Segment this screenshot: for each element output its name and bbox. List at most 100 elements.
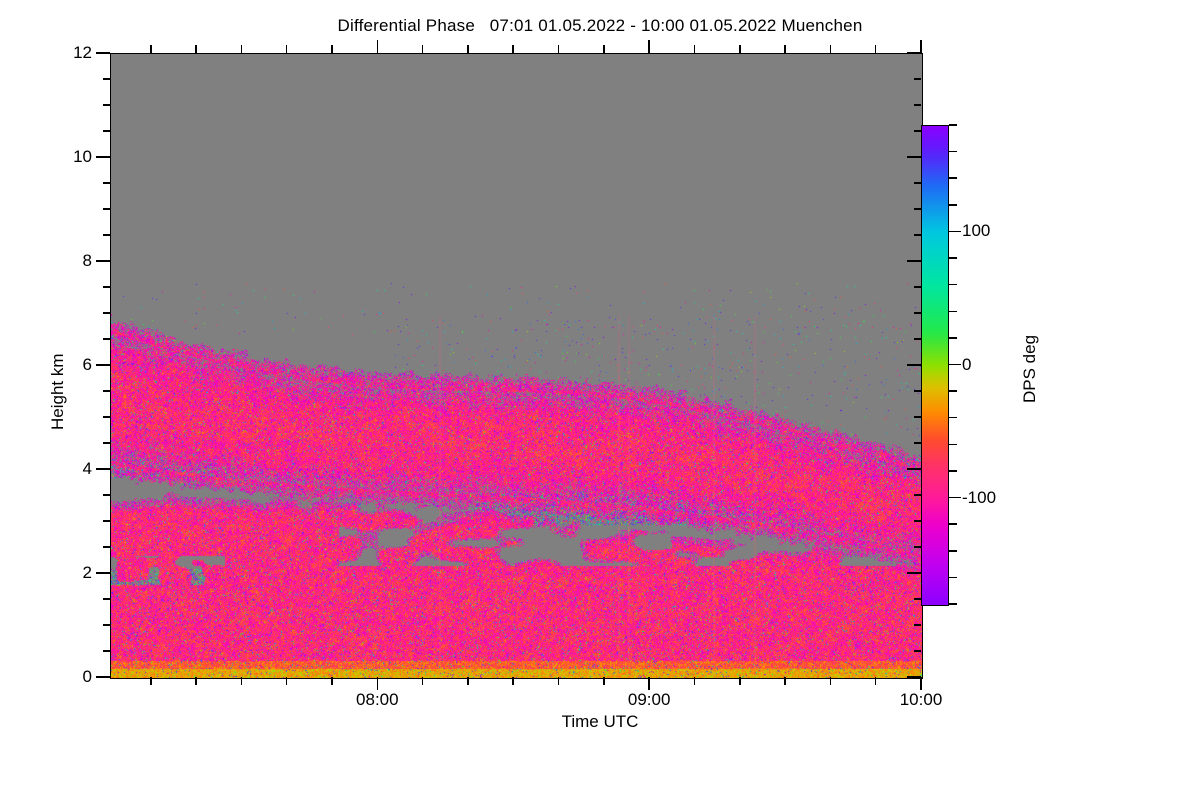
y-tick-right xyxy=(914,104,921,106)
colorbar-tick xyxy=(949,337,957,339)
x-tick-minor xyxy=(874,677,877,685)
y-tick-right xyxy=(907,52,921,54)
y-tick-right xyxy=(914,442,921,444)
y-tick-minor xyxy=(103,130,110,132)
y-tick-right xyxy=(914,286,921,288)
x-tick-top xyxy=(874,45,877,53)
y-tick-right xyxy=(914,130,921,132)
x-tick-top xyxy=(421,45,424,53)
x-tick-top xyxy=(739,45,741,53)
x-tick-minor xyxy=(195,677,197,685)
x-tick-top xyxy=(512,45,514,53)
y-tick-major xyxy=(96,676,110,678)
colorbar-tick xyxy=(949,150,957,153)
colorbar xyxy=(921,125,949,606)
x-tick-major xyxy=(920,677,922,690)
x-tick-top xyxy=(784,45,786,53)
y-tick-right xyxy=(907,156,921,158)
y-tick-label: 4 xyxy=(82,459,92,478)
colorbar-tick xyxy=(949,576,957,579)
y-tick-right xyxy=(914,208,921,210)
x-tick-top xyxy=(693,45,696,53)
colorbar-tick xyxy=(949,496,961,499)
x-tick-label: 08:00 xyxy=(356,690,399,709)
x-tick-minor xyxy=(331,677,333,685)
x-tick-top xyxy=(603,45,605,53)
y-tick-label: 6 xyxy=(82,355,92,374)
y-tick-label: 10 xyxy=(73,147,92,166)
heatmap-canvas xyxy=(111,54,922,678)
chart-title: Differential Phase 07:01 01.05.2022 - 10… xyxy=(337,16,863,35)
x-tick-minor xyxy=(603,677,605,685)
y-tick-right xyxy=(914,416,921,418)
x-axis-title: Time UTC xyxy=(561,712,639,731)
y-tick-right xyxy=(907,468,921,470)
colorbar-tick xyxy=(949,603,957,605)
y-tick-major xyxy=(96,468,110,470)
colorbar-tick xyxy=(949,230,961,233)
y-tick-minor xyxy=(103,650,110,652)
x-tick-top xyxy=(920,40,922,53)
y-tick-right xyxy=(914,312,921,314)
x-tick-top xyxy=(285,45,288,53)
colorbar-tick xyxy=(949,416,957,419)
y-tick-right xyxy=(914,624,921,626)
colorbar-tick-label: -100 xyxy=(962,487,997,507)
y-tick-minor xyxy=(103,234,110,236)
x-tick-top xyxy=(195,45,197,53)
x-tick-minor xyxy=(421,677,424,685)
y-tick-minor xyxy=(103,520,110,522)
colorbar-title: DPS deg xyxy=(1020,334,1039,403)
y-tick-minor xyxy=(103,494,110,496)
x-tick-minor xyxy=(693,677,696,685)
colorbar-tick xyxy=(949,124,957,126)
y-tick-minor xyxy=(103,208,110,210)
y-tick-right xyxy=(907,572,921,574)
x-tick-top xyxy=(557,45,560,53)
x-tick-major xyxy=(648,677,650,690)
y-tick-minor xyxy=(103,624,110,626)
colorbar-tick-label: 0 xyxy=(962,354,972,374)
y-tick-label: 0 xyxy=(82,667,92,686)
colorbar-tick xyxy=(949,363,961,366)
x-tick-minor xyxy=(557,677,560,685)
y-tick-right xyxy=(914,598,921,600)
colorbar-tick xyxy=(949,550,957,552)
y-tick-right xyxy=(914,546,921,548)
y-tick-minor xyxy=(103,546,110,548)
x-tick-top xyxy=(467,45,469,53)
colorbar-tick xyxy=(949,523,957,525)
x-tick-minor xyxy=(285,677,288,685)
y-tick-minor xyxy=(103,598,110,600)
colorbar-tick xyxy=(949,283,957,286)
y-tick-right xyxy=(914,650,921,652)
y-tick-minor xyxy=(103,416,110,418)
x-tick-minor xyxy=(739,677,741,685)
x-tick-minor xyxy=(150,677,152,685)
y-tick-major xyxy=(96,52,110,54)
colorbar-tick xyxy=(949,470,957,472)
x-tick-minor xyxy=(512,677,514,685)
y-tick-right xyxy=(907,364,921,366)
x-tick-major xyxy=(376,677,379,690)
x-tick-label: 10:00 xyxy=(899,690,943,709)
y-tick-major xyxy=(96,572,110,574)
y-tick-minor xyxy=(103,390,110,392)
x-tick-minor xyxy=(784,677,786,685)
plot-area xyxy=(110,53,923,679)
y-tick-right xyxy=(914,520,921,522)
x-tick-top xyxy=(150,45,152,53)
colorbar-gradient xyxy=(922,126,948,605)
x-tick-top xyxy=(376,40,379,53)
x-tick-label: 09:00 xyxy=(627,690,671,709)
y-tick-right xyxy=(914,494,921,496)
y-tick-minor xyxy=(103,338,110,340)
colorbar-tick xyxy=(949,257,957,259)
y-tick-minor xyxy=(103,286,110,288)
y-tick-right xyxy=(914,234,921,236)
y-tick-right xyxy=(907,260,921,262)
y-tick-right xyxy=(914,182,921,184)
y-tick-label: 2 xyxy=(82,563,92,582)
colorbar-tick-label: 100 xyxy=(962,221,991,241)
